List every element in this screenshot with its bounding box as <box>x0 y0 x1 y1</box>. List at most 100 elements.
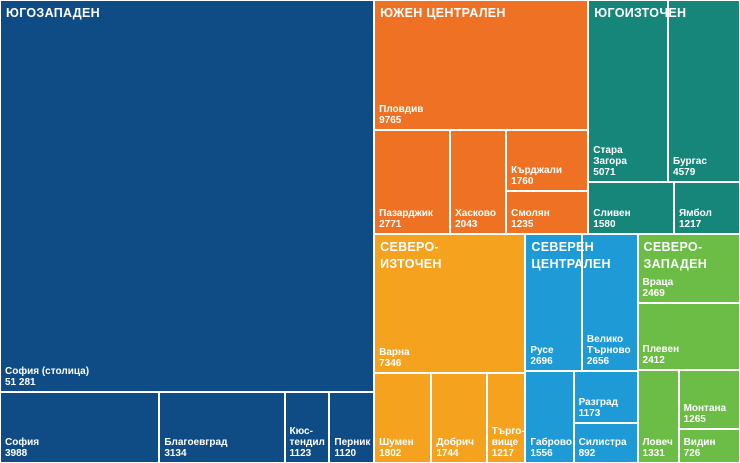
cell-value: 4579 <box>673 166 696 178</box>
treemap-cell: Ловеч 1331 <box>637 370 679 463</box>
cell-label: София 3988 <box>5 437 39 459</box>
cell-name: Пазарджик <box>379 208 433 220</box>
treemap-cell: София (столица) 51 281 <box>0 0 375 392</box>
treemap-cell: София 3988 <box>0 391 160 463</box>
cell-label: Ловеч 1331 <box>643 437 673 459</box>
cell-label: Варна 7346 <box>379 347 410 369</box>
region-title: СЕВЕРЕН ЦЕНТРАЛЕН <box>531 240 611 272</box>
treemap-cell: Шумен 1802 <box>374 373 432 463</box>
cell-name: Варна <box>379 347 410 359</box>
cell-value: 1120 <box>334 447 357 459</box>
cell-name: Велико Търново <box>586 333 631 356</box>
region-title: СЕВЕРО- ЗАПАДЕН <box>643 240 708 272</box>
cell-value: 2043 <box>455 219 478 231</box>
cell-value: 51 281 <box>5 376 36 388</box>
treemap-cell: Ямбол 1217 <box>673 181 740 235</box>
cell-name: Хасково <box>455 208 497 220</box>
cell-value: 1331 <box>642 447 665 459</box>
cell-label: Велико Търново 2656 <box>587 334 631 367</box>
cell-name: Търго- вище <box>491 425 525 448</box>
treemap-cell: Разград 1173 <box>573 370 638 424</box>
treemap-cell: Монтана 1265 <box>678 370 740 430</box>
treemap-cell: Плевен 2412 <box>637 303 740 371</box>
cell-label: Кърджали 1760 <box>511 165 562 187</box>
cell-label: Благоевград 3134 <box>164 437 227 459</box>
cell-name: Перник <box>334 436 371 448</box>
cell-name: Силистра <box>578 436 627 448</box>
cell-name: Сливен <box>593 208 631 220</box>
treemap-cell: Враца 2469 <box>637 234 740 304</box>
cell-name: София (столица) <box>5 365 90 377</box>
cell-value: 1802 <box>379 447 402 459</box>
cell-label: София (столица) 51 281 <box>5 366 89 388</box>
cell-label: Видин 726 <box>684 437 716 459</box>
region-title: СЕВЕРО- ИЗТОЧЕН <box>380 240 442 272</box>
cell-value: 1123 <box>289 447 312 459</box>
cell-label: Разград 1173 <box>579 397 618 419</box>
region-title: ЮЖЕН ЦЕНТРАЛЕН <box>380 6 506 20</box>
treemap-cell: Силистра 892 <box>573 423 638 463</box>
cell-value: 1265 <box>683 414 706 426</box>
cell-value: 1744 <box>436 447 459 459</box>
cell-value: 5071 <box>593 166 616 178</box>
cell-name: Видин <box>683 436 716 448</box>
cell-value: 892 <box>578 447 596 459</box>
cell-label: Добрич 1744 <box>436 437 474 459</box>
cell-label: Пловдив 9765 <box>379 104 423 126</box>
cell-value: 2469 <box>642 288 665 300</box>
cell-name: Добрич <box>436 436 474 448</box>
treemap-cell: Сливен 1580 <box>588 181 674 235</box>
cell-name: Разград <box>578 397 618 409</box>
cell-value: 2412 <box>642 355 665 367</box>
treemap-cell: Варна 7346 <box>374 234 526 374</box>
cell-value: 3134 <box>164 447 187 459</box>
cell-value: 1235 <box>511 219 534 231</box>
cell-name: Смолян <box>511 208 550 220</box>
cell-name: Монтана <box>683 403 727 415</box>
treemap-cell: Пловдив 9765 <box>374 0 589 131</box>
cell-label: Ямбол 1217 <box>679 208 712 230</box>
cell-name: София <box>5 436 40 448</box>
treemap-cell: Хасково 2043 <box>450 130 507 235</box>
cell-name: Стара Загора <box>593 144 627 167</box>
region-title: ЮГОИЗТОЧЕН <box>594 6 687 20</box>
cell-label: Силистра 892 <box>579 437 627 459</box>
treemap-cell: Добрич 1744 <box>431 373 487 463</box>
treemap-cell: Габрово 1556 <box>525 370 574 463</box>
cell-name: Благоевград <box>164 436 228 448</box>
treemap-cell: Благоевград 3134 <box>159 391 285 463</box>
cell-value: 1580 <box>593 219 616 231</box>
cell-label: Търго- вище 1217 <box>492 426 525 459</box>
cell-name: Габрово <box>530 436 573 448</box>
cell-name: Русе <box>530 344 554 356</box>
cell-label: Габрово 1556 <box>530 437 572 459</box>
cell-label: Русе 2696 <box>530 345 553 367</box>
cell-name: Плевен <box>642 344 680 356</box>
cell-value: 9765 <box>379 115 402 127</box>
cell-value: 2696 <box>530 355 553 367</box>
cell-value: 1760 <box>511 176 534 188</box>
cell-label: Кюс- тендил 1123 <box>290 426 325 459</box>
cell-value: 1217 <box>678 219 702 231</box>
cell-name: Ловеч <box>642 436 673 448</box>
treemap-cell: Велико Търново 2656 <box>581 234 638 371</box>
cell-label: Монтана 1265 <box>684 403 727 425</box>
treemap-cell: Стара Загора 5071 <box>588 0 668 182</box>
cell-label: Пазарджик 2771 <box>379 208 433 230</box>
cell-value: 726 <box>683 447 701 459</box>
region-title: ЮГОЗАПАДЕН <box>6 6 100 20</box>
cell-name: Враца <box>642 277 674 289</box>
cell-value: 1217 <box>491 447 514 459</box>
cell-label: Хасково 2043 <box>455 208 496 230</box>
treemap-cell: Кюс- тендил 1123 <box>284 391 330 463</box>
cell-value: 2656 <box>586 355 610 367</box>
cell-label: Бургас 4579 <box>673 156 707 178</box>
cell-value: 3988 <box>5 447 28 459</box>
cell-label: Враца 2469 <box>643 277 674 299</box>
cell-value: 1556 <box>530 447 553 459</box>
treemap-cell: Търго- вище 1217 <box>486 373 526 463</box>
treemap-cell: Бургас 4579 <box>668 0 740 182</box>
cell-name: Шумен <box>379 436 414 448</box>
treemap-cell: Смолян 1235 <box>506 191 589 235</box>
